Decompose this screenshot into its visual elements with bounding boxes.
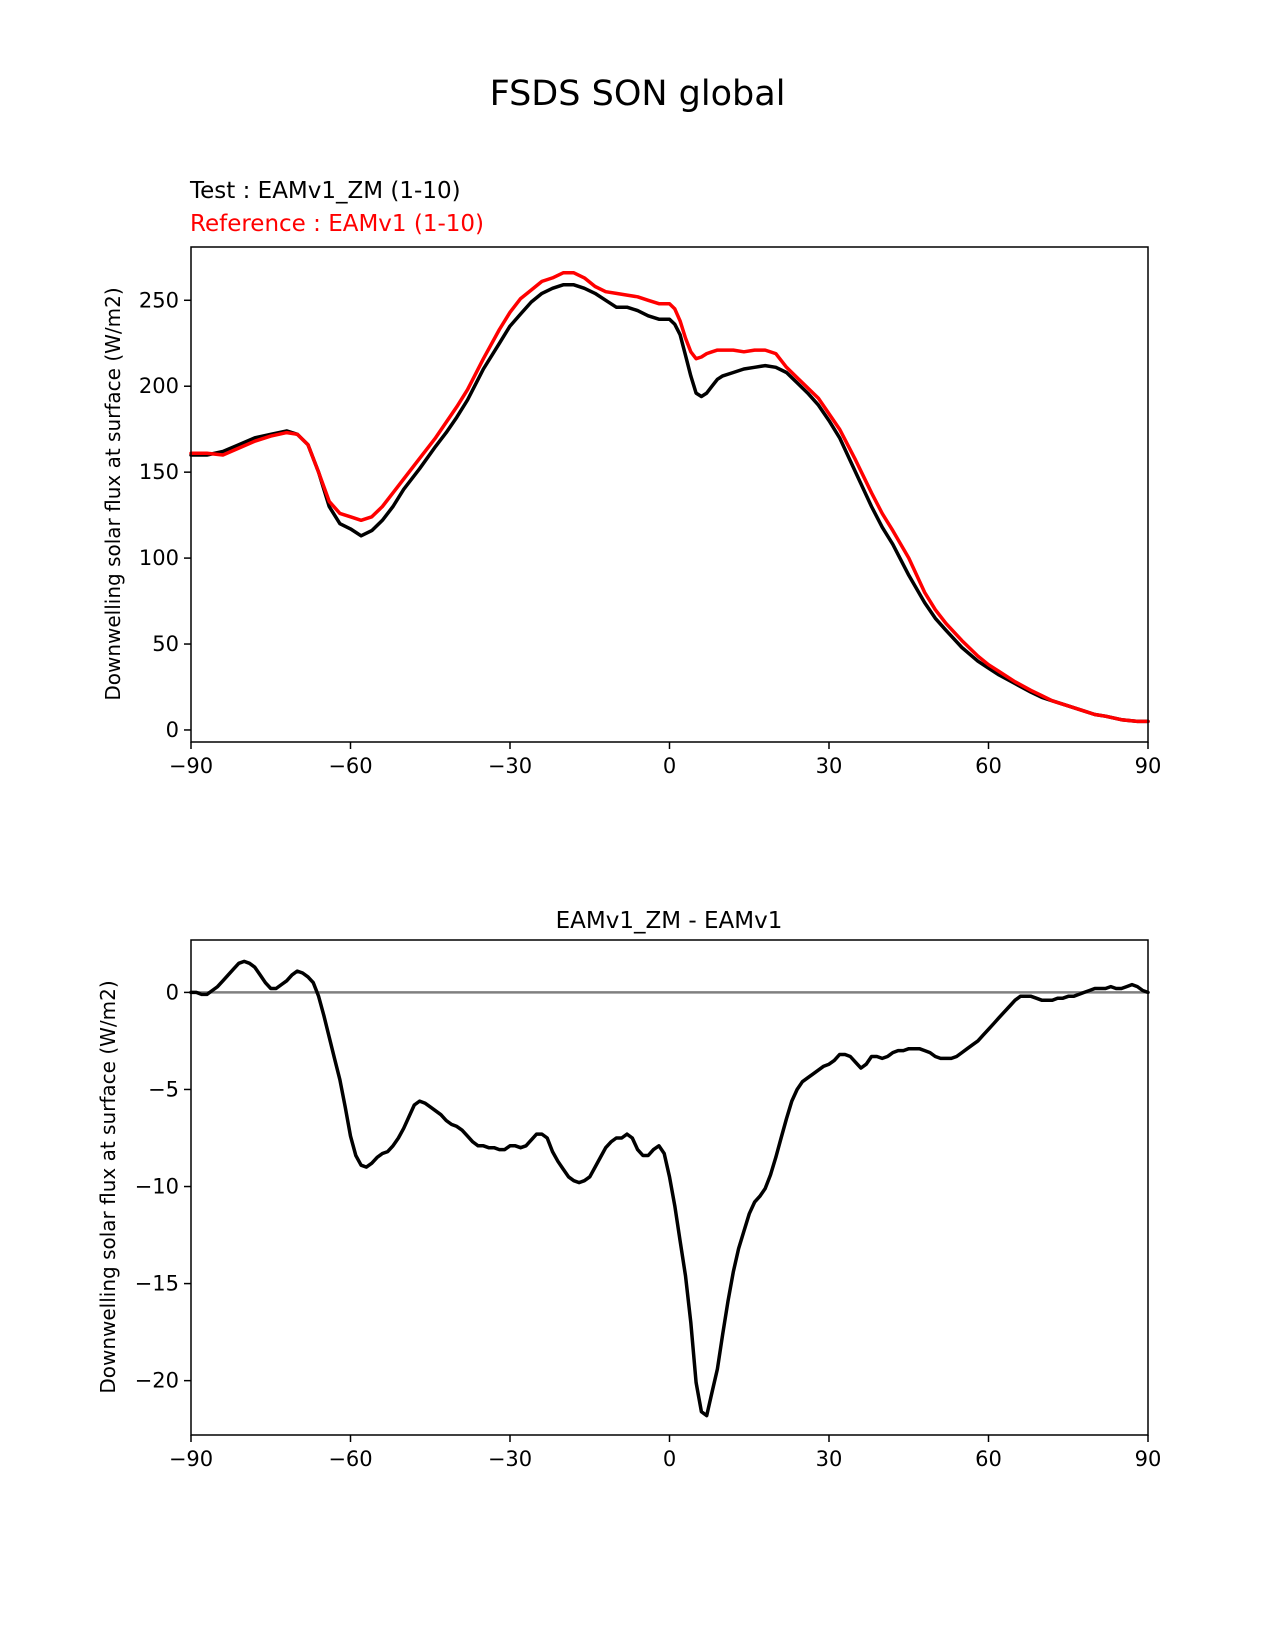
series-line-test — [189, 283, 1150, 724]
x-tick-label: −90 — [169, 1447, 213, 1471]
bottom-plot-lines — [189, 959, 1150, 1418]
x-tick-label: −30 — [488, 1447, 532, 1471]
y-tick-label: −15 — [135, 1272, 179, 1296]
x-tick-label: −60 — [328, 1447, 372, 1471]
y-tick-label: 0 — [166, 718, 179, 742]
test-label: Test : EAMv1_ZM (1-10) — [189, 178, 461, 204]
x-tick-label: 0 — [663, 1447, 676, 1471]
reference-label: Reference : EAMv1 (1-10) — [190, 211, 484, 237]
y-tick-label: 150 — [139, 460, 179, 484]
top-panel: Test : EAMv1_ZM (1-10) Reference : EAMv1… — [101, 178, 1161, 778]
series-line-difference — [189, 959, 1150, 1418]
x-tick-label: −60 — [328, 754, 372, 778]
x-tick-label: 30 — [816, 1447, 843, 1471]
y-tick-label: 0 — [166, 980, 179, 1004]
bottom-x-ticks: −90 −60 −30 0 30 60 90 — [169, 1435, 1162, 1471]
top-y-axis-label: Downwelling solar flux at surface (W/m2) — [101, 287, 125, 700]
y-tick-label: −20 — [135, 1369, 179, 1393]
x-tick-label: 30 — [816, 754, 843, 778]
top-plot-lines — [189, 271, 1150, 724]
x-tick-label: 90 — [1135, 1447, 1162, 1471]
x-tick-label: 0 — [663, 754, 676, 778]
y-tick-label: 250 — [139, 288, 179, 312]
bottom-y-axis-label: Downwelling solar flux at surface (W/m2) — [96, 980, 120, 1393]
figure-title: FSDS SON global — [489, 74, 786, 114]
y-tick-label: −10 — [135, 1175, 179, 1199]
y-tick-label: 100 — [139, 546, 179, 570]
series-line-reference — [189, 271, 1150, 724]
y-tick-label: 50 — [152, 632, 179, 656]
x-tick-label: −90 — [169, 754, 213, 778]
y-tick-label: −5 — [148, 1077, 179, 1101]
x-tick-label: 60 — [975, 1447, 1002, 1471]
top-x-ticks: −90 −60 −30 0 30 60 90 — [169, 742, 1162, 778]
bottom-panel-title: EAMv1_ZM - EAMv1 — [556, 908, 783, 934]
x-tick-label: 90 — [1135, 754, 1162, 778]
top-y-ticks: 0 50 100 150 200 250 — [139, 288, 191, 742]
bottom-y-ticks: 0 −5 −10 −15 −20 — [135, 980, 191, 1393]
x-tick-label: 60 — [975, 754, 1002, 778]
x-tick-label: −30 — [488, 754, 532, 778]
bottom-panel: EAMv1_ZM - EAMv1 −90 −60 −30 0 30 60 90 0 −5 −10… — [96, 908, 1161, 1471]
y-tick-label: 200 — [139, 374, 179, 398]
